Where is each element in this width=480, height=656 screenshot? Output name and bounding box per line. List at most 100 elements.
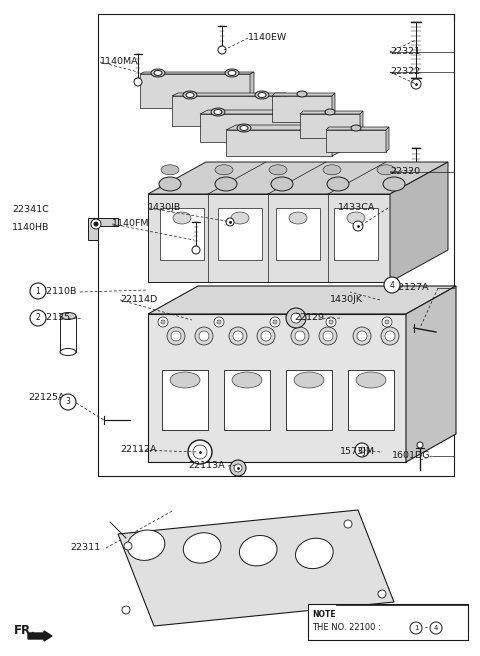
Bar	[276, 208, 320, 260]
Circle shape	[286, 308, 306, 328]
Text: 1140FM: 1140FM	[112, 220, 149, 228]
Polygon shape	[406, 286, 456, 462]
Text: THE NO. 22100 :: THE NO. 22100 :	[312, 623, 384, 632]
Circle shape	[124, 542, 132, 550]
Ellipse shape	[159, 177, 181, 191]
Circle shape	[382, 317, 392, 327]
Circle shape	[344, 288, 352, 296]
Ellipse shape	[283, 108, 297, 116]
Circle shape	[417, 442, 423, 448]
Polygon shape	[140, 72, 254, 74]
Circle shape	[217, 320, 221, 324]
Circle shape	[30, 283, 46, 299]
Circle shape	[385, 320, 389, 324]
Text: 22112A: 22112A	[120, 445, 156, 455]
Circle shape	[234, 464, 242, 472]
Polygon shape	[272, 93, 335, 96]
Ellipse shape	[255, 91, 269, 99]
Text: 1573JM: 1573JM	[340, 447, 375, 457]
Polygon shape	[272, 96, 332, 122]
Circle shape	[430, 622, 442, 634]
Ellipse shape	[294, 372, 324, 388]
Text: 22321: 22321	[390, 47, 420, 56]
Text: 22341C: 22341C	[12, 205, 49, 215]
Text: 22311: 22311	[70, 544, 100, 552]
Bar	[160, 208, 204, 260]
Ellipse shape	[271, 177, 293, 191]
Polygon shape	[332, 125, 342, 156]
Text: 1140EW: 1140EW	[248, 33, 287, 43]
Ellipse shape	[170, 372, 200, 388]
Text: FR.: FR.	[14, 623, 36, 636]
Ellipse shape	[232, 372, 262, 388]
Bar	[60, 316, 76, 352]
Polygon shape	[250, 72, 254, 108]
Ellipse shape	[307, 124, 321, 132]
Polygon shape	[332, 93, 335, 122]
Polygon shape	[326, 130, 386, 152]
Circle shape	[385, 331, 395, 341]
Ellipse shape	[296, 538, 333, 569]
Circle shape	[378, 590, 386, 598]
Circle shape	[410, 622, 422, 634]
Circle shape	[171, 331, 181, 341]
Circle shape	[218, 46, 226, 54]
Text: 22110B: 22110B	[40, 287, 76, 297]
Circle shape	[214, 317, 224, 327]
Ellipse shape	[289, 212, 307, 224]
Polygon shape	[300, 111, 363, 114]
Polygon shape	[386, 127, 389, 152]
Ellipse shape	[183, 91, 197, 99]
Polygon shape	[226, 130, 332, 156]
Circle shape	[384, 277, 400, 293]
Polygon shape	[280, 93, 286, 126]
Text: 4: 4	[390, 281, 395, 289]
Circle shape	[273, 320, 277, 324]
Circle shape	[192, 246, 200, 254]
Circle shape	[326, 317, 336, 327]
Ellipse shape	[183, 533, 221, 563]
Circle shape	[193, 445, 207, 459]
Polygon shape	[300, 114, 360, 138]
Polygon shape	[200, 114, 308, 142]
Polygon shape	[148, 162, 448, 194]
Ellipse shape	[240, 535, 277, 566]
Text: 22127A: 22127A	[392, 283, 429, 293]
Circle shape	[291, 313, 301, 323]
Text: 22320: 22320	[390, 167, 420, 176]
Circle shape	[230, 460, 246, 476]
Text: NOTE: NOTE	[312, 610, 336, 619]
Polygon shape	[308, 110, 316, 142]
Polygon shape	[200, 110, 316, 114]
Ellipse shape	[231, 212, 249, 224]
Polygon shape	[172, 96, 280, 126]
Polygon shape	[390, 162, 448, 282]
Circle shape	[323, 331, 333, 341]
Polygon shape	[140, 74, 250, 108]
Ellipse shape	[127, 530, 165, 560]
Polygon shape	[88, 218, 118, 240]
Text: 4: 4	[434, 625, 438, 631]
Ellipse shape	[225, 69, 239, 77]
Text: 1430JB: 1430JB	[148, 203, 181, 213]
Circle shape	[357, 331, 367, 341]
Circle shape	[199, 331, 209, 341]
Circle shape	[30, 310, 46, 326]
Polygon shape	[172, 93, 286, 96]
Ellipse shape	[228, 70, 236, 75]
Ellipse shape	[297, 91, 307, 97]
Circle shape	[233, 331, 243, 341]
Ellipse shape	[237, 124, 251, 132]
Text: 1433CA: 1433CA	[338, 203, 375, 213]
Text: 22114D: 22114D	[120, 295, 157, 304]
Ellipse shape	[60, 312, 76, 319]
Circle shape	[353, 221, 363, 231]
Ellipse shape	[60, 348, 76, 356]
Ellipse shape	[347, 212, 365, 224]
Ellipse shape	[214, 110, 222, 115]
Ellipse shape	[356, 372, 386, 388]
Circle shape	[329, 320, 333, 324]
Text: 22125A: 22125A	[28, 394, 64, 403]
Polygon shape	[148, 194, 390, 282]
Text: 1: 1	[36, 287, 40, 295]
